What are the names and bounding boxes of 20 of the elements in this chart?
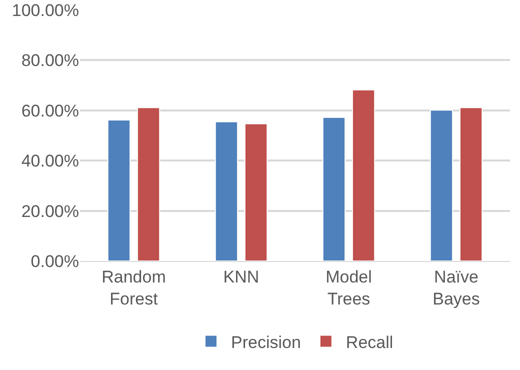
x-tick-label: Naïve Bayes [432,267,480,308]
y-tick-label: 40.00% [21,152,79,171]
bar [459,107,483,261]
x-tick-label: Random Forest [102,267,166,308]
bar [352,89,376,261]
y-tick-label: 100.00% [12,0,79,20]
bar [214,121,238,261]
bar [322,116,346,261]
bar [136,107,160,261]
bar [430,110,454,261]
y-tick-label: 80.00% [21,51,79,70]
x-tick-label: KNN [223,267,260,286]
legend-label: Precision [231,332,301,352]
y-tick-label: 60.00% [21,101,79,120]
x-tick-label: Model Trees [326,267,372,308]
legend-label: Recall [346,332,394,352]
y-tick-label: 20.00% [21,202,79,221]
bar [244,123,268,261]
bar [107,119,131,261]
y-tick-label: 0.00% [30,252,79,271]
